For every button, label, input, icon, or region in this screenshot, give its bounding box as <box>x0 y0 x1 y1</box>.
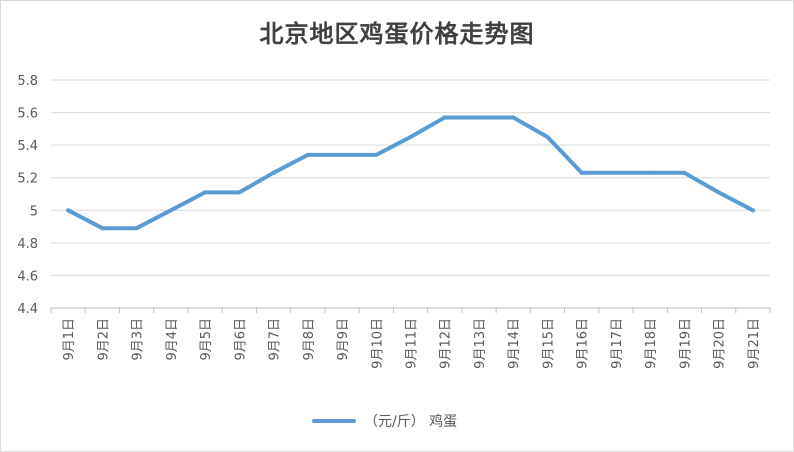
data-point <box>374 152 379 157</box>
x-tick-label: 9月12日 <box>439 318 454 369</box>
series-lines <box>66 115 755 231</box>
x-tick-label: 9月11日 <box>405 318 420 369</box>
x-tick-label: 9月3日 <box>131 318 146 361</box>
data-point <box>134 226 139 231</box>
data-point <box>100 226 105 231</box>
data-point <box>613 170 618 175</box>
y-tick-label: 4.8 <box>17 237 38 252</box>
x-tick-label: 9月21日 <box>747 318 762 369</box>
x-tick-label: 9月5日 <box>199 318 214 361</box>
data-point <box>511 115 516 120</box>
y-tick-label: 5.6 <box>17 107 38 122</box>
legend-swatch <box>312 419 356 423</box>
data-point <box>579 170 584 175</box>
x-tick-label: 9月20日 <box>713 318 728 369</box>
x-tick-label: 9月7日 <box>268 318 283 361</box>
data-point <box>203 190 208 195</box>
y-tick-label: 5 <box>30 204 38 219</box>
legend: （元/斤） 鸡蛋 <box>312 409 457 433</box>
y-tick-label: 5.8 <box>17 74 38 89</box>
x-tick-label: 9月2日 <box>96 318 111 361</box>
data-point <box>750 208 755 213</box>
y-tick-label: 4.6 <box>17 269 38 284</box>
data-point <box>648 170 653 175</box>
data-point <box>476 115 481 120</box>
x-tick-label: 9月1日 <box>62 318 77 361</box>
data-point <box>340 152 345 157</box>
x-tick-label: 9月19日 <box>678 318 693 369</box>
x-tick-label: 9月14日 <box>507 318 522 369</box>
data-point <box>408 135 413 139</box>
x-tick-label: 9月16日 <box>576 318 591 369</box>
x-tick-label: 9月8日 <box>302 318 317 361</box>
x-axis <box>50 307 771 313</box>
x-tick-label: 9月9日 <box>336 318 351 361</box>
x-tick-label: 9月18日 <box>644 318 659 369</box>
x-tick-label: 9月13日 <box>473 318 488 369</box>
data-point <box>682 170 687 175</box>
data-point <box>271 170 276 175</box>
chart-title: 北京地区鸡蛋价格走势图 <box>259 19 535 48</box>
y-tick-label: 4.4 <box>17 302 38 317</box>
y-tick-label: 5.4 <box>17 139 38 154</box>
x-tick-label: 9月6日 <box>233 318 248 361</box>
x-tick-label: 9月17日 <box>610 318 625 369</box>
y-tick-label: 5.2 <box>17 172 38 187</box>
x-tick-label: 9月15日 <box>541 318 556 369</box>
x-axis-ticks: 9月1日 9月2日 9月3日 9月4日 9月5日 9月6日 9月7日 9月8日 9月9日 9月10… <box>62 318 762 369</box>
legend-label: （元/斤） 鸡蛋 <box>364 414 458 430</box>
data-point <box>305 152 310 157</box>
data-point <box>168 208 173 213</box>
data-point <box>66 208 71 213</box>
data-point <box>545 135 550 139</box>
x-tick-label: 9月4日 <box>165 318 180 361</box>
data-point <box>237 190 242 195</box>
data-point <box>716 190 721 195</box>
data-point <box>442 115 447 120</box>
y-axis-ticks: 4.4 4.6 4.8 5 5.2 5.4 5.6 5.8 <box>17 74 38 317</box>
x-tick-label: 9月10日 <box>370 318 385 369</box>
gridlines <box>51 79 770 276</box>
